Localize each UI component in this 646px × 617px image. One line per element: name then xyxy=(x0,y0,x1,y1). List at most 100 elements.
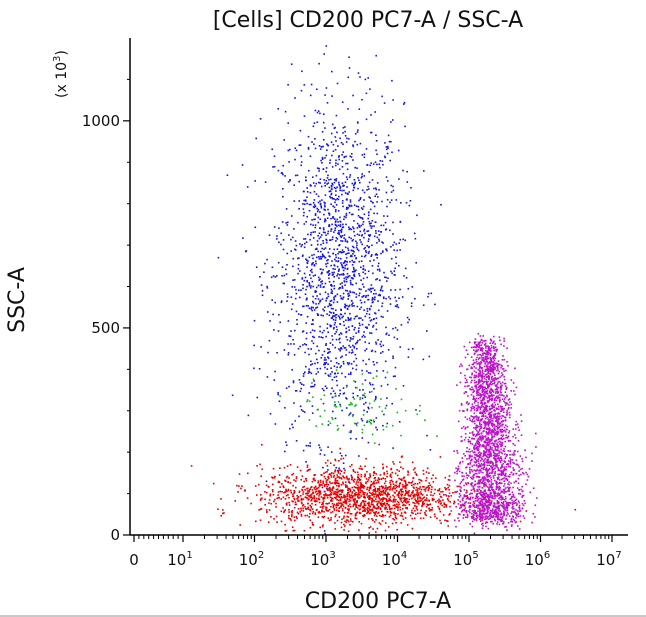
data-point xyxy=(352,145,355,148)
data-point xyxy=(499,430,502,433)
data-point xyxy=(489,354,492,357)
data-point xyxy=(379,491,382,493)
data-point xyxy=(338,168,341,171)
data-point xyxy=(517,512,520,515)
data-point xyxy=(489,494,492,496)
data-point xyxy=(364,497,366,499)
data-point xyxy=(340,141,343,144)
data-point xyxy=(471,443,474,445)
data-point xyxy=(473,370,476,372)
data-point xyxy=(273,226,276,228)
data-point xyxy=(414,498,416,500)
data-point xyxy=(486,388,488,390)
data-point xyxy=(349,319,352,321)
data-point xyxy=(486,376,489,378)
data-point xyxy=(468,510,470,512)
data-point xyxy=(300,314,303,316)
data-point xyxy=(359,505,361,507)
data-point xyxy=(384,488,386,490)
data-point xyxy=(284,450,286,453)
data-point xyxy=(335,260,337,262)
data-point xyxy=(352,351,354,353)
data-point xyxy=(291,303,294,305)
data-point xyxy=(416,499,418,502)
data-point xyxy=(396,474,399,477)
data-point xyxy=(512,508,514,510)
data-point xyxy=(312,492,314,494)
data-point xyxy=(422,497,425,499)
data-point xyxy=(330,519,332,521)
data-point xyxy=(312,479,315,481)
data-point xyxy=(354,502,356,504)
data-point xyxy=(337,499,340,502)
data-point xyxy=(401,501,404,504)
data-point xyxy=(479,507,481,510)
data-point xyxy=(263,271,265,273)
data-point xyxy=(394,499,396,501)
data-point xyxy=(351,464,353,466)
data-point xyxy=(484,435,487,437)
data-point xyxy=(314,512,316,514)
data-point xyxy=(303,223,306,225)
data-point xyxy=(492,504,495,507)
data-point xyxy=(339,318,341,320)
data-point xyxy=(359,508,361,510)
data-point xyxy=(400,495,403,497)
data-point xyxy=(284,407,286,409)
data-point xyxy=(334,458,336,461)
data-point xyxy=(298,180,300,183)
data-point xyxy=(399,482,401,485)
data-point xyxy=(389,496,392,498)
data-point xyxy=(363,504,366,506)
data-point xyxy=(349,255,352,258)
data-point xyxy=(217,256,220,259)
data-point xyxy=(347,519,349,522)
data-point xyxy=(505,487,507,489)
data-point xyxy=(401,493,403,496)
data-point xyxy=(380,224,382,227)
data-point xyxy=(465,497,468,500)
data-point xyxy=(317,302,320,305)
data-point xyxy=(500,501,503,504)
data-point xyxy=(377,512,379,515)
data-point xyxy=(336,484,338,487)
data-point xyxy=(309,494,312,496)
data-point xyxy=(375,193,378,195)
data-point xyxy=(359,198,361,201)
data-point xyxy=(359,512,361,515)
data-point xyxy=(297,263,300,266)
data-point xyxy=(353,246,355,249)
data-point xyxy=(341,202,344,204)
data-point xyxy=(352,489,355,491)
data-point xyxy=(329,342,332,344)
data-point xyxy=(285,480,287,482)
data-point xyxy=(491,411,493,413)
data-point xyxy=(329,496,332,499)
data-point xyxy=(505,387,508,390)
data-point xyxy=(319,490,321,492)
data-point xyxy=(271,266,274,269)
data-point xyxy=(335,179,337,182)
data-point xyxy=(313,190,316,193)
data-point xyxy=(495,492,497,495)
data-point xyxy=(405,497,407,500)
data-point xyxy=(422,517,425,520)
data-point xyxy=(473,469,475,471)
data-point xyxy=(440,491,442,493)
data-point xyxy=(495,459,498,462)
data-point xyxy=(489,492,492,494)
data-point xyxy=(316,121,319,123)
data-point xyxy=(485,407,488,410)
data-point xyxy=(353,187,356,189)
data-point xyxy=(371,494,374,496)
data-point xyxy=(493,405,495,408)
data-point xyxy=(338,333,341,336)
data-point xyxy=(376,278,378,280)
data-point xyxy=(477,394,479,396)
data-point xyxy=(368,323,370,326)
data-point xyxy=(423,502,426,505)
data-point xyxy=(358,226,361,228)
data-point xyxy=(412,492,414,494)
data-point xyxy=(471,405,474,408)
data-point xyxy=(478,472,480,474)
